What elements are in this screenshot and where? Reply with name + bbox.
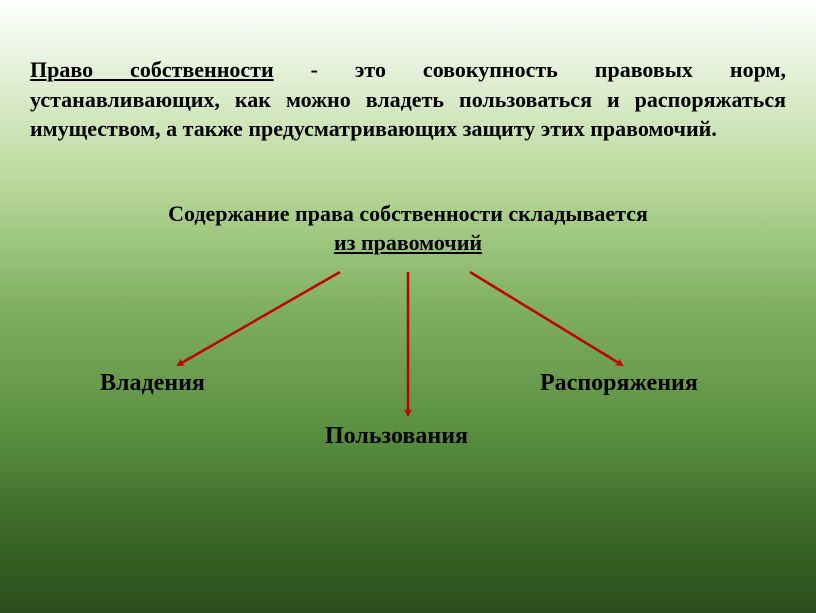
node-right: Распоряжения xyxy=(540,370,698,397)
node-left: Владения xyxy=(100,370,205,397)
arrow-right xyxy=(470,272,622,365)
subtitle-line1: Содержание права собственности складывае… xyxy=(168,201,648,226)
arrow-left xyxy=(178,272,340,365)
definition-term: Право собственности xyxy=(30,57,274,82)
definition-block: Право собственности - это совокупность п… xyxy=(30,55,786,144)
node-center: Пользования xyxy=(325,423,468,450)
subtitle-block: Содержание права собственности складывае… xyxy=(0,200,816,257)
subtitle-line2: из правомочий xyxy=(334,230,482,255)
